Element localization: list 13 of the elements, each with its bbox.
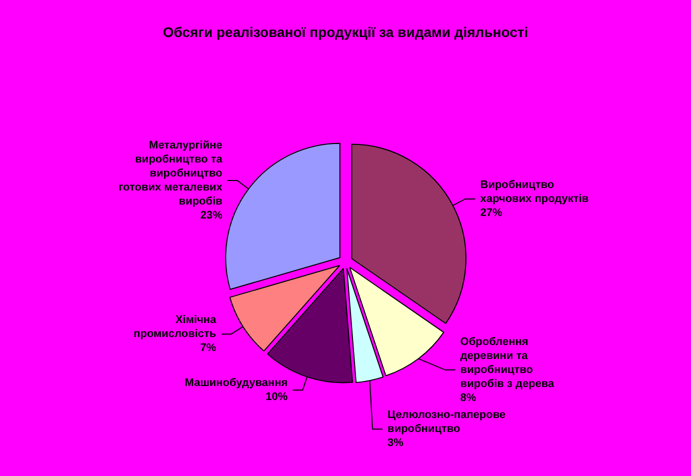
- slice-label: Машинобудування: [184, 377, 288, 390]
- data-label: 8%: [460, 392, 476, 404]
- slice-label: Целюлозно-паперове виробництво: [388, 409, 506, 436]
- slice-label: Виробництво харчових продуктів: [480, 178, 589, 205]
- slice-label: Металургійне виробництво та виробництво готових металевих виробів: [118, 140, 224, 208]
- chart-title: Обсяги реалізованої продукції за видами діяльності: [162, 24, 528, 40]
- slice-label: Хімічна промисловість: [134, 314, 218, 340]
- data-label: 23%: [200, 210, 223, 222]
- data-label: 7%: [200, 342, 216, 354]
- slice-label: Оброблення деревини та виробництво виробів з дерева: [460, 336, 556, 390]
- data-label: 27%: [480, 206, 502, 219]
- data-label: 3%: [388, 437, 404, 450]
- data-label: 10%: [266, 391, 288, 404]
